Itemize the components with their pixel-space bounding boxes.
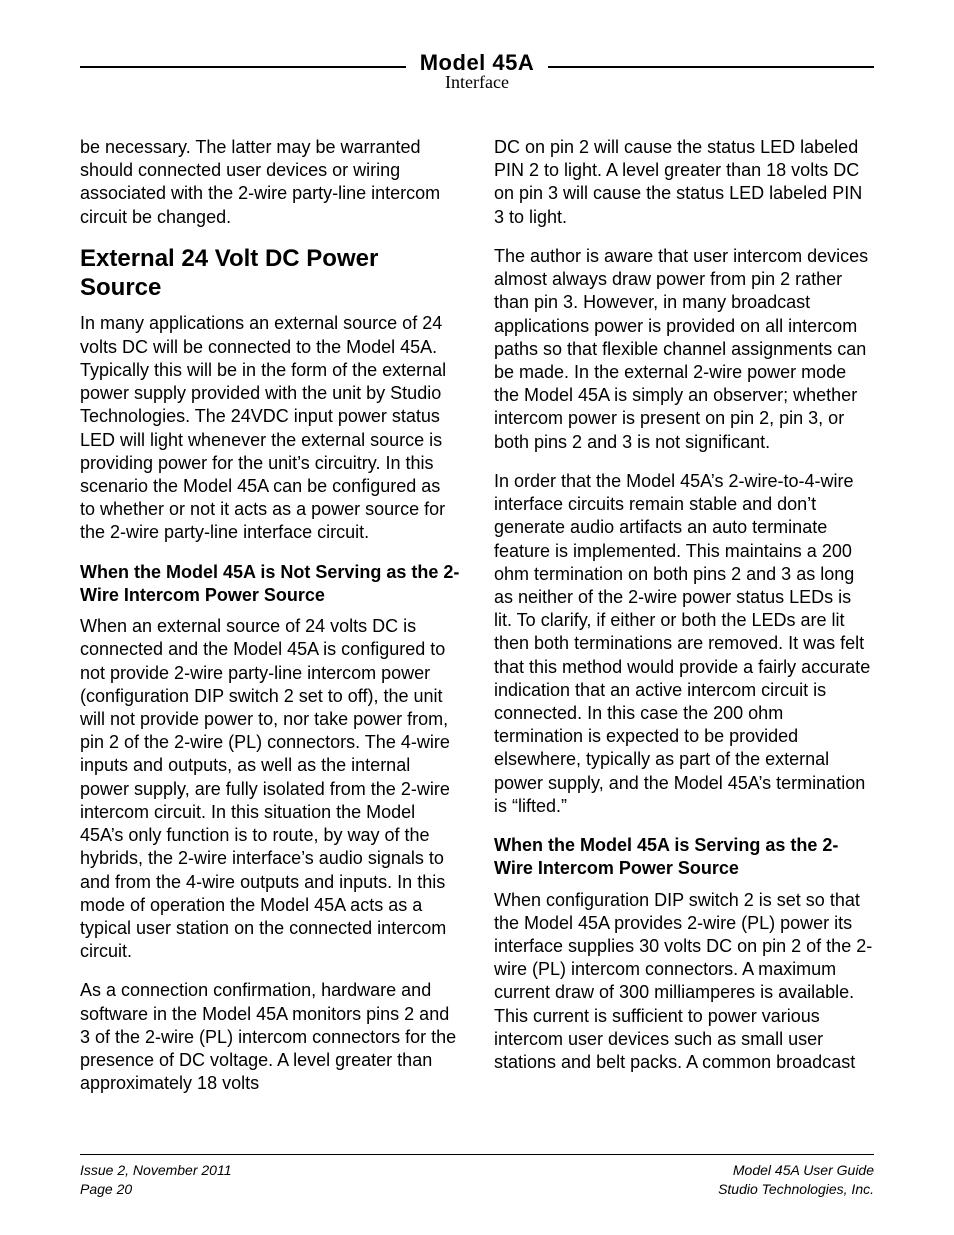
body-paragraph: DC on pin 2 will cause the status LED la… [494, 136, 874, 229]
footer-right: Model 45A User Guide Studio Technologies… [718, 1161, 874, 1199]
subsection-heading: When the Model 45A is Serving as the 2-W… [494, 834, 874, 880]
subsection-heading: When the Model 45A is Not Serving as the… [80, 561, 460, 607]
page-footer: Issue 2, November 2011 Page 20 Model 45A… [80, 1154, 874, 1199]
header-subtitle: Interface [80, 72, 874, 93]
body-paragraph: be necessary. The latter may be warrante… [80, 136, 460, 229]
page-content: Model 45A Interface be necessary. The la… [80, 48, 874, 1175]
body-paragraph: When an external source of 24 volts DC i… [80, 615, 460, 963]
body-paragraph: In order that the Model 45A’s 2-wire-to-… [494, 470, 874, 818]
right-column: DC on pin 2 will cause the status LED la… [494, 136, 874, 1111]
body-paragraph: When configuration DIP switch 2 is set s… [494, 889, 874, 1075]
body-paragraph: In many applications an external source … [80, 312, 460, 544]
page-header: Model 45A Interface [80, 48, 874, 92]
footer-rule [80, 1154, 874, 1156]
left-column: be necessary. The latter may be warrante… [80, 136, 460, 1111]
footer-doc-title: Model 45A User Guide [718, 1161, 874, 1180]
footer-issue: Issue 2, November 2011 [80, 1161, 232, 1180]
section-heading: External 24 Volt DC Power Source [80, 245, 460, 303]
footer-left: Issue 2, November 2011 Page 20 [80, 1161, 232, 1199]
body-paragraph: As a connection confirmation, hardware a… [80, 979, 460, 1095]
footer-page-number: Page 20 [80, 1180, 232, 1199]
two-column-body: be necessary. The latter may be warrante… [80, 136, 874, 1111]
footer-company: Studio Technologies, Inc. [718, 1180, 874, 1199]
body-paragraph: The author is aware that user intercom d… [494, 245, 874, 454]
